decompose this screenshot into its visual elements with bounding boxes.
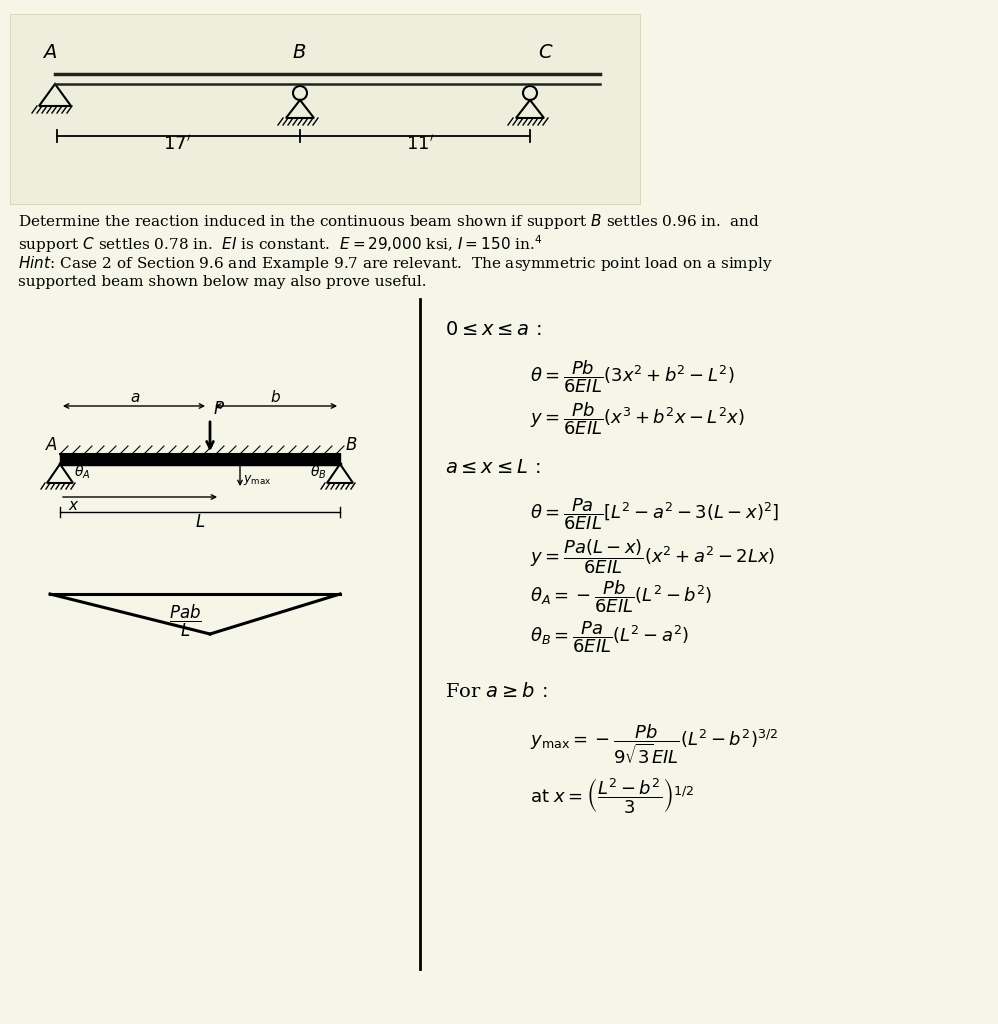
Text: $y_{\mathrm{max}}$: $y_{\mathrm{max}}$: [243, 473, 271, 487]
Text: $C$: $C$: [538, 44, 554, 62]
Text: $\mathit{Hint}$: Case 2 of Section 9.6 and Example 9.7 are relevant.  The asymme: $\mathit{Hint}$: Case 2 of Section 9.6 a…: [18, 254, 772, 273]
Text: $\theta_A = -\dfrac{Pb}{6EIL}(L^2 - b^2)$: $\theta_A = -\dfrac{Pb}{6EIL}(L^2 - b^2)…: [530, 578, 713, 614]
Text: $P$: $P$: [213, 401, 225, 418]
Text: $\theta = \dfrac{Pa}{6EIL}[L^2 - a^2 - 3(L - x)^2]$: $\theta = \dfrac{Pa}{6EIL}[L^2 - a^2 - 3…: [530, 496, 779, 531]
Text: $x$: $x$: [68, 499, 80, 513]
Text: $a$: $a$: [130, 391, 140, 406]
Text: $17'$: $17'$: [163, 135, 192, 154]
Text: $y_{\mathrm{max}} = -\dfrac{Pb}{9\sqrt{3}EIL}(L^2 - b^2)^{3/2}$: $y_{\mathrm{max}} = -\dfrac{Pb}{9\sqrt{3…: [530, 722, 778, 766]
FancyBboxPatch shape: [10, 14, 640, 204]
Text: $y = \dfrac{Pa(L-x)}{6EIL}(x^2 + a^2 - 2Lx)$: $y = \dfrac{Pa(L-x)}{6EIL}(x^2 + a^2 - 2…: [530, 537, 775, 575]
Text: $A$: $A$: [42, 44, 57, 62]
Text: $\theta = \dfrac{Pb}{6EIL}(3x^2 + b^2 - L^2)$: $\theta = \dfrac{Pb}{6EIL}(3x^2 + b^2 - …: [530, 358, 735, 394]
Text: $L$: $L$: [195, 514, 206, 531]
Text: $B$: $B$: [292, 44, 306, 62]
Text: For $a \geq b\,:$: For $a \geq b\,:$: [445, 682, 547, 701]
Text: $b$: $b$: [269, 389, 280, 406]
Text: Determine the reaction induced in the continuous beam shown if support $B$ settl: Determine the reaction induced in the co…: [18, 212, 760, 231]
Text: support $C$ settles 0.78 in.  $EI$ is constant.  $E = 29{,}000$ ksi, $I = 150$ i: support $C$ settles 0.78 in. $EI$ is con…: [18, 233, 542, 255]
Text: $a \leq x \leq L\,:$: $a \leq x \leq L\,:$: [445, 459, 541, 477]
Text: $\theta_B = \dfrac{Pa}{6EIL}(L^2 - a^2)$: $\theta_B = \dfrac{Pa}{6EIL}(L^2 - a^2)$: [530, 618, 690, 654]
Text: $\text{at } x = \left(\dfrac{L^2 - b^2}{3}\right)^{1/2}$: $\text{at } x = \left(\dfrac{L^2 - b^2}{…: [530, 776, 695, 815]
Text: $y = \dfrac{Pb}{6EIL}(x^3 + b^2x - L^2x)$: $y = \dfrac{Pb}{6EIL}(x^3 + b^2x - L^2x)…: [530, 400, 745, 436]
Text: $0 \leq x \leq a\,:$: $0 \leq x \leq a\,:$: [445, 321, 542, 339]
Text: $\theta_B$: $\theta_B$: [310, 464, 326, 481]
Text: $11'$: $11'$: [406, 135, 434, 154]
Text: $B$: $B$: [345, 437, 357, 454]
Text: supported beam shown below may also prove useful.: supported beam shown below may also prov…: [18, 275, 426, 289]
Text: $\dfrac{Pab}{L}$: $\dfrac{Pab}{L}$: [169, 602, 202, 639]
Text: $A$: $A$: [45, 437, 58, 454]
Text: $\theta_A$: $\theta_A$: [74, 464, 91, 481]
